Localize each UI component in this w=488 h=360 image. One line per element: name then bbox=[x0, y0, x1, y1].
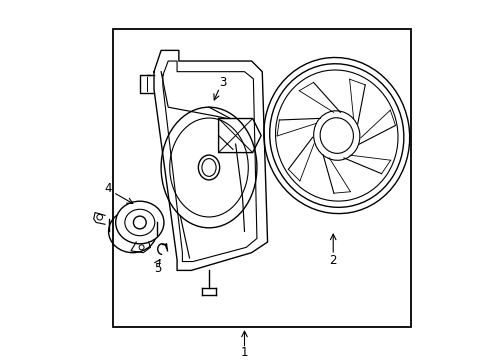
Ellipse shape bbox=[124, 209, 155, 236]
Ellipse shape bbox=[116, 201, 163, 244]
Circle shape bbox=[139, 245, 144, 250]
Text: 1: 1 bbox=[240, 346, 248, 359]
Circle shape bbox=[97, 214, 102, 220]
Text: 5: 5 bbox=[154, 262, 161, 275]
Text: 4: 4 bbox=[104, 182, 111, 195]
Text: 3: 3 bbox=[219, 76, 226, 89]
Bar bbox=[113, 29, 410, 327]
Text: 2: 2 bbox=[329, 254, 336, 267]
Circle shape bbox=[133, 216, 146, 229]
